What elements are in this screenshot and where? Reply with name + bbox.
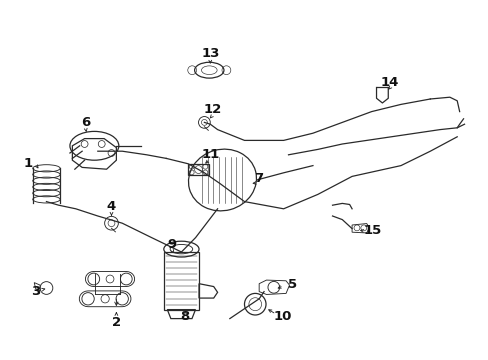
Text: 1: 1 <box>24 157 33 170</box>
Text: 6: 6 <box>81 116 90 129</box>
Text: 7: 7 <box>253 172 262 185</box>
Text: 8: 8 <box>180 310 189 323</box>
Text: 14: 14 <box>380 76 399 89</box>
Text: 10: 10 <box>273 310 291 323</box>
Text: 9: 9 <box>167 238 176 251</box>
Text: 5: 5 <box>287 278 296 291</box>
Text: 2: 2 <box>112 316 121 329</box>
Text: 4: 4 <box>107 201 116 213</box>
Text: 11: 11 <box>201 148 219 161</box>
Text: 3: 3 <box>31 285 40 298</box>
Text: 12: 12 <box>203 103 222 116</box>
Text: 15: 15 <box>363 224 381 237</box>
Text: 13: 13 <box>201 47 219 60</box>
